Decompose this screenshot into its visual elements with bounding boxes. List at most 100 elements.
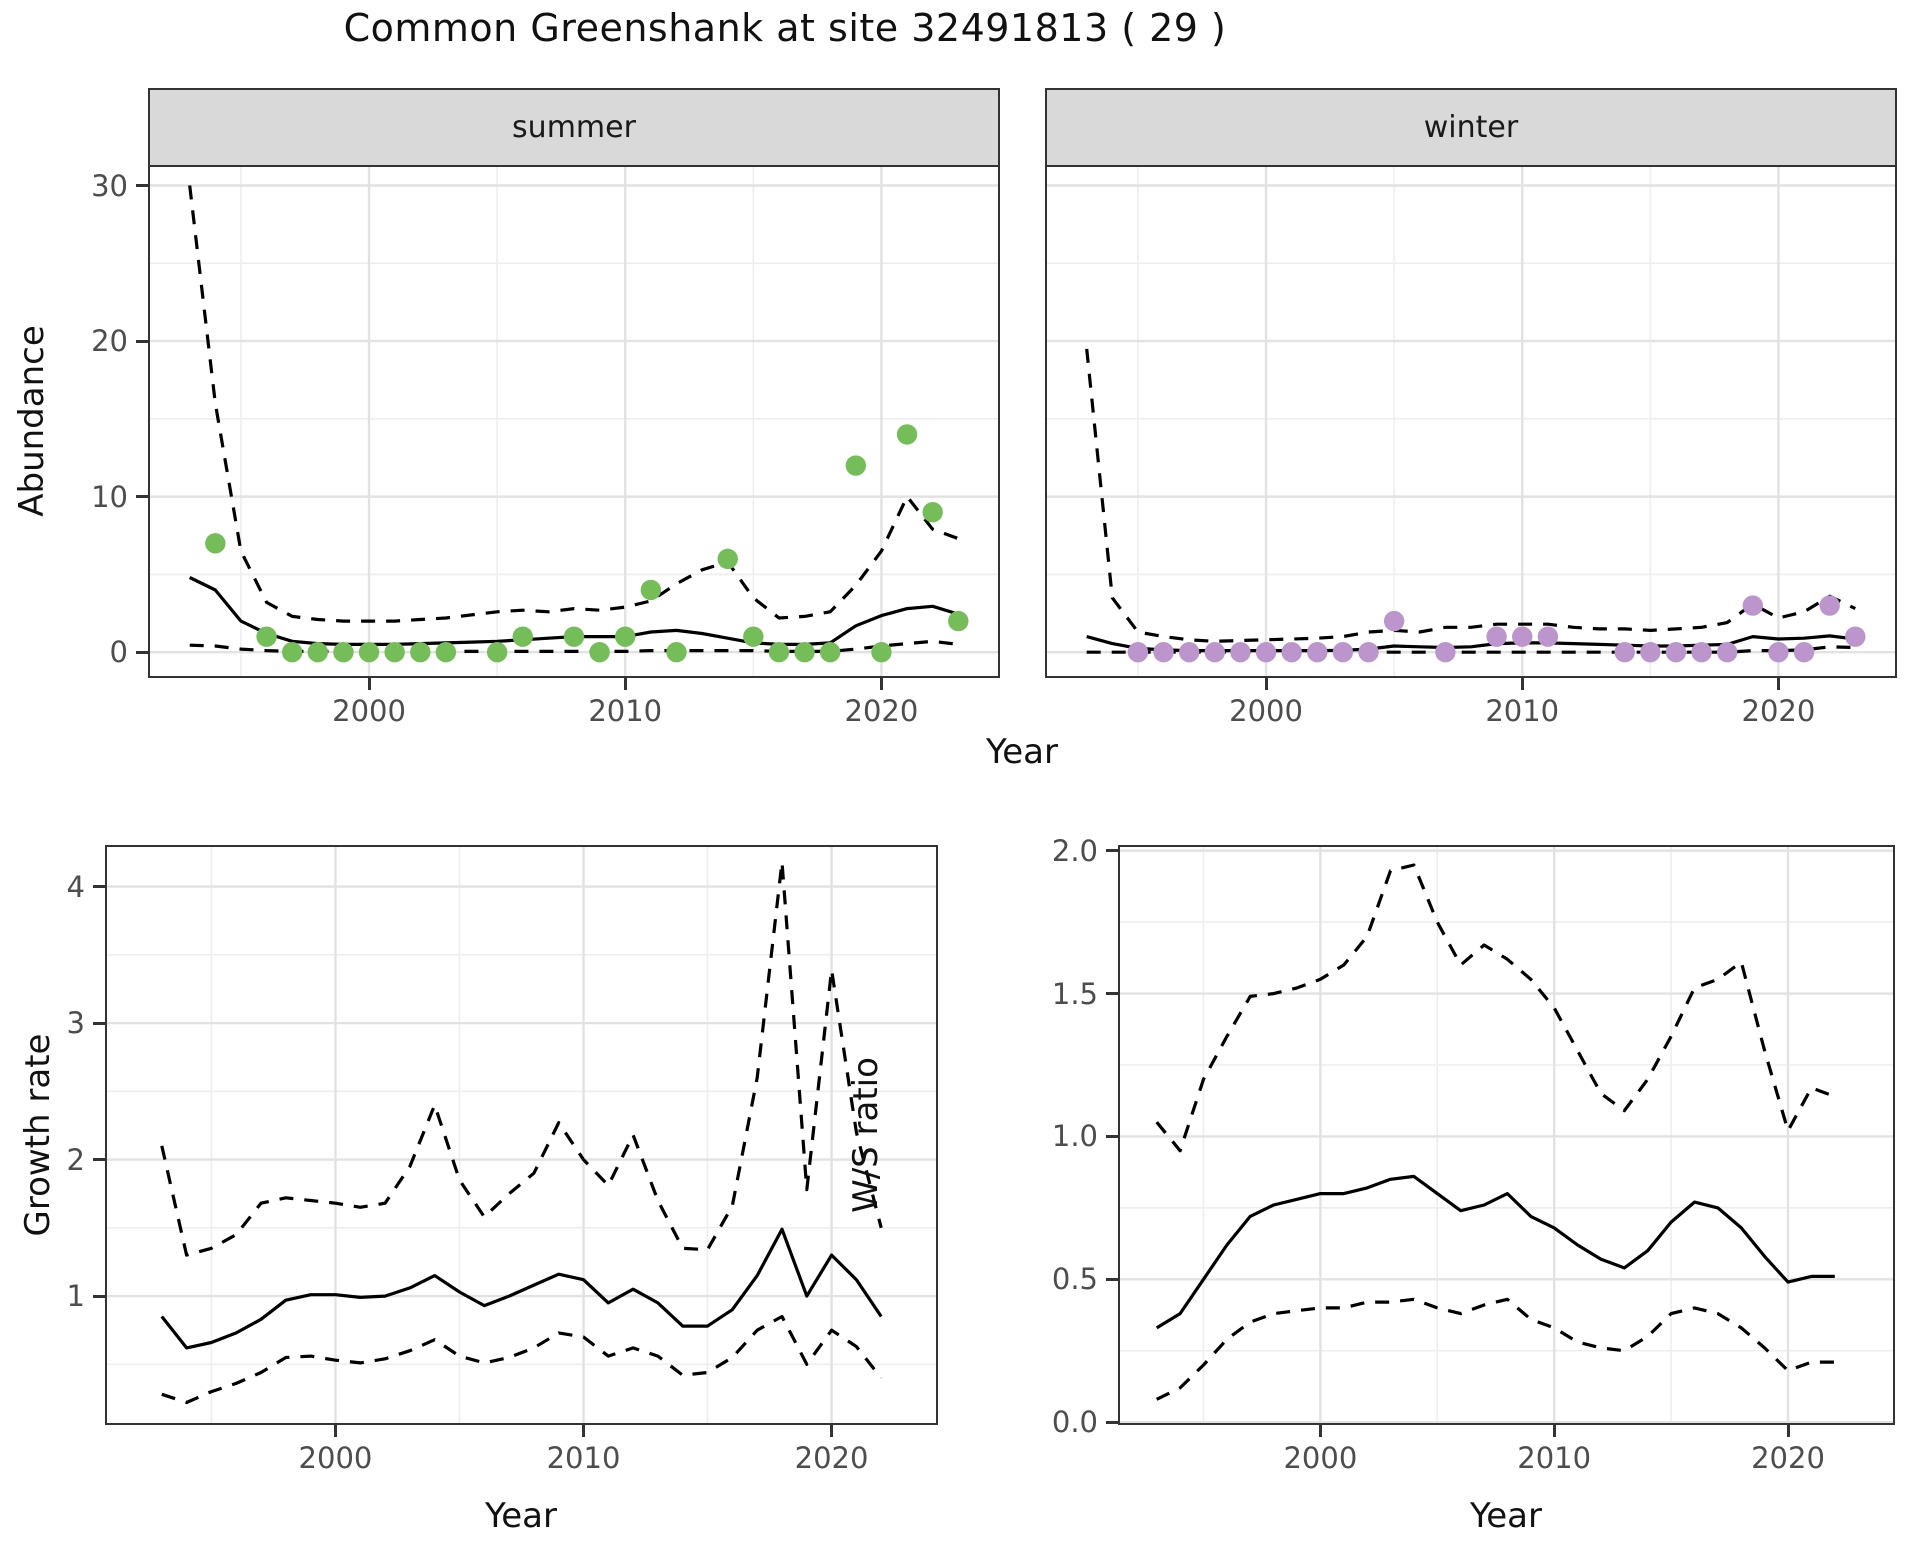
x-tick-label: 2000 [332,694,406,728]
x-tick-mark [367,678,371,690]
y-tick-label: 0 [109,635,128,670]
facet-strip-winter-label: winter [1423,110,1519,145]
x-tick-mark [1776,678,1780,690]
y-tick-label: 4 [66,869,85,904]
observed-counts-winter-point [1716,641,1738,663]
observed-counts-winter-point [1537,626,1559,647]
ws-ratio-yaxis-title: W/S ratio [846,1057,886,1213]
facet-strip-summer-label: summer [512,110,636,145]
panel-abundance-winter [1045,165,1897,678]
observed-counts-winter-point [1691,641,1712,663]
y-tick-mark [136,184,148,187]
x-tick-mark [623,678,627,690]
observed-counts-winter-point [1204,641,1226,663]
observed-counts-summer-point [589,641,610,663]
x-tick-label: 2020 [794,1441,869,1475]
growth-rate-upper95-line [160,860,883,1257]
observed-counts-winter-point [1358,641,1379,663]
y-tick-mark [93,1294,105,1298]
abundance-summer-upper95-line [188,185,959,623]
observed-counts-winter-point [1255,641,1277,663]
observed-counts-summer-point [819,641,841,663]
observed-counts-winter-point [1281,641,1302,663]
x-tick-mark [1552,1425,1556,1437]
x-tick-label: 2010 [1485,694,1560,728]
observed-counts-summer-point [512,626,533,647]
x-tick-mark [1264,678,1268,690]
x-tick-mark [1520,678,1524,690]
x-tick-label: 2010 [588,694,663,728]
observed-counts-winter-point [1845,626,1866,647]
x-tick-label: 2020 [1741,694,1816,728]
y-tick-mark [1106,1420,1118,1424]
growth-rate-xaxis-title: Year [485,1496,557,1536]
observed-counts-summer-point [615,626,636,647]
y-tick-label: 0.5 [1051,1262,1098,1297]
y-tick-mark [93,885,105,889]
observed-counts-winter-point [1383,610,1405,632]
observed-counts-summer-point [666,641,687,663]
panel-growth-rate [105,845,938,1425]
observed-counts-winter-point [1614,641,1635,663]
y-tick-mark [93,1158,105,1162]
y-tick-mark [1106,1277,1118,1281]
x-tick-label: 2000 [298,1441,373,1475]
observed-counts-summer-point [410,641,431,663]
observed-counts-summer-point [435,641,457,663]
x-tick-mark [582,1425,585,1437]
observed-counts-winter-point [1768,641,1789,663]
observed-counts-winter-point [1307,641,1328,663]
y-tick-mark [93,1021,105,1025]
y-tick-label: 1.5 [1051,976,1098,1011]
observed-counts-summer-point [794,641,815,663]
x-tick-label: 2010 [546,1441,621,1475]
observed-counts-winter-point [1819,595,1840,616]
x-tick-mark [830,1425,834,1437]
observed-counts-summer-point [281,641,303,663]
x-tick-label: 2010 [1517,1441,1592,1475]
y-tick-label: 2.0 [1051,833,1098,868]
abundance-summer-plot-area [150,167,998,676]
y-tick-label: 20 [91,324,128,359]
y-tick-label: 1 [66,1279,85,1314]
x-tick-mark [333,1425,337,1437]
observed-counts-summer-point [768,641,790,663]
ws-ratio-plot-area [1120,847,1893,1423]
observed-counts-winter-point [1230,641,1251,663]
observed-counts-summer-point [871,641,892,663]
observed-counts-summer-point [896,424,918,445]
facet-strip-winter: winter [1045,88,1897,167]
y-tick-label: 0.0 [1051,1405,1098,1440]
abundance-winter-mean-line [1086,634,1856,653]
x-tick-mark [1318,1425,1322,1437]
y-tick-mark [136,339,148,343]
y-tick-mark [1106,849,1118,853]
observed-counts-summer-point [358,641,380,663]
observed-counts-winter-point [1742,595,1764,616]
abundance-winter-upper95-line [1085,348,1856,643]
observed-counts-winter-point [1665,641,1687,663]
observed-counts-summer-point [384,641,405,663]
x-tick-label: 2000 [1229,694,1303,728]
y-tick-mark [136,495,148,499]
x-tick-mark [1786,1425,1790,1437]
x-tick-label: 2020 [1751,1441,1825,1475]
ws-ratio-upper95-line [1155,863,1836,1153]
ws-ratio-mean-line [1155,1174,1835,1330]
growth-rate-mean-line [160,1227,883,1350]
observed-counts-summer-point [717,548,738,570]
observed-counts-winter-point [1512,626,1533,647]
y-tick-label: 2 [66,1142,85,1177]
observed-counts-summer-point [948,610,969,632]
observed-counts-winter-point [1153,641,1174,663]
ws-ratio-xaxis-title: Year [1470,1496,1542,1536]
figure-title: Common Greenshank at site 32491813 ( 29 … [343,6,1227,50]
y-tick-label: 1.0 [1051,1119,1098,1154]
growth-rate-lower95-line [161,1314,883,1405]
y-tick-mark [1106,992,1118,996]
observed-counts-winter-point [1793,641,1815,663]
observed-counts-summer-point [743,626,764,647]
observed-counts-winter-point [1127,641,1149,663]
observed-counts-summer-point [640,579,662,601]
observed-counts-summer-point [845,455,867,476]
